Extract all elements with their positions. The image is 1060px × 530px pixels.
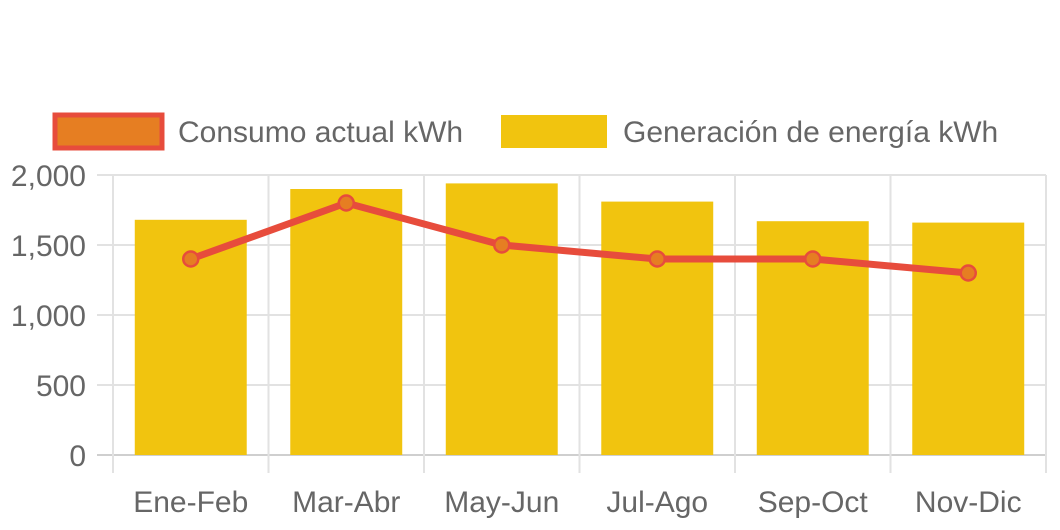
legend-label-generacion: Generación de energía kWh — [623, 116, 998, 149]
bar[interactable] — [290, 189, 403, 455]
y-tick-label: 500 — [36, 370, 86, 403]
legend-item-consumo[interactable]: Consumo actual kWh — [52, 112, 463, 151]
line-point[interactable] — [804, 250, 822, 268]
bar[interactable] — [912, 222, 1025, 455]
x-tick-label: Nov-Dic — [915, 486, 1022, 519]
y-tick-label: 1,000 — [11, 300, 86, 333]
line-point[interactable] — [182, 250, 200, 268]
line-point[interactable] — [493, 236, 511, 254]
line-point[interactable] — [959, 264, 977, 282]
x-tick-label: Mar-Abr — [292, 486, 400, 519]
x-tick-label: Jul-Ago — [606, 486, 708, 519]
line-points — [182, 194, 977, 282]
y-tick-label: 2,000 — [11, 160, 86, 193]
y-tick-label: 0 — [69, 440, 86, 473]
x-tick-label: May-Jun — [444, 486, 559, 519]
y-axis: 0 500 1,000 1,500 2,000 — [11, 160, 86, 473]
grid — [97, 174, 1047, 473]
bar[interactable] — [601, 201, 714, 455]
line-point[interactable] — [337, 194, 355, 212]
line-point[interactable] — [648, 250, 666, 268]
y-tick-label: 1,500 — [11, 230, 86, 263]
bar[interactable] — [445, 183, 558, 455]
legend-item-generacion[interactable]: Generación de energía kWh — [501, 115, 998, 149]
x-axis: Ene-Feb Mar-Abr May-Jun Jul-Ago Sep-Oct Nov-D… — [133, 486, 1021, 519]
x-tick-label: Ene-Feb — [133, 486, 248, 519]
legend-label-consumo: Consumo actual kWh — [178, 116, 463, 149]
x-tick-label: Sep-Oct — [758, 486, 869, 519]
legend-swatch-generacion — [501, 115, 607, 148]
line-series — [189, 199, 969, 277]
legend-swatch-consumo — [52, 112, 165, 151]
legend[interactable]: Consumo actual kWh Generación de energía… — [52, 112, 998, 151]
series-line — [189, 199, 969, 277]
